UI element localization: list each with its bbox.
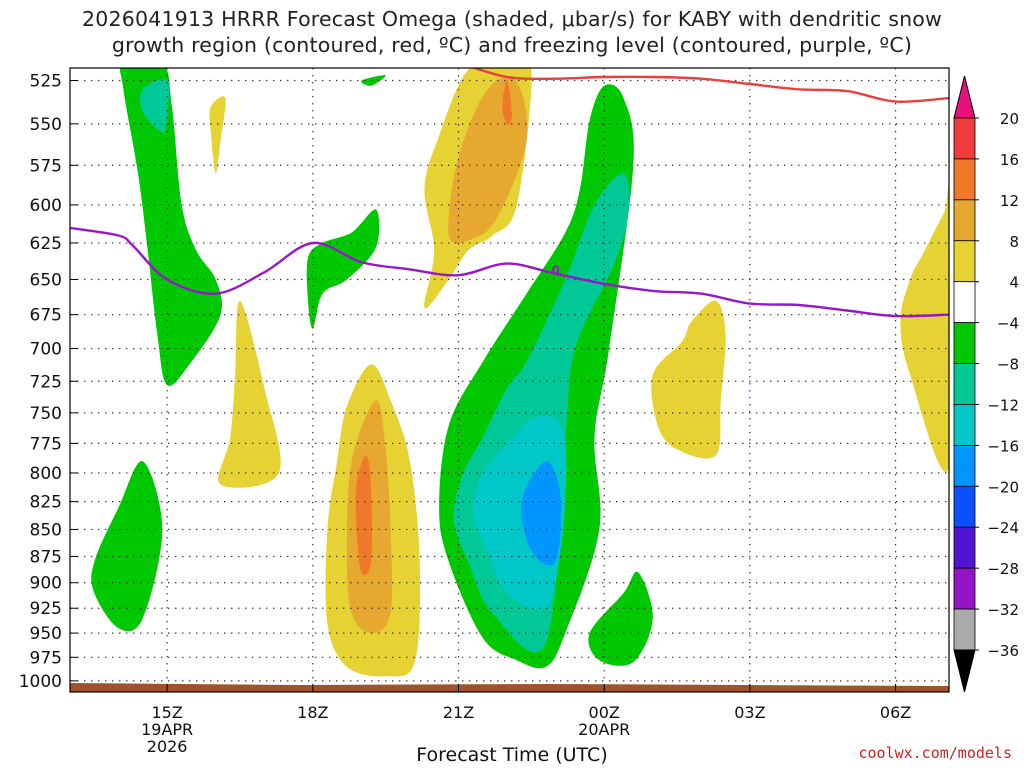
y-tick-label-725: 725 xyxy=(30,372,62,392)
y-tick-label-925: 925 xyxy=(30,599,62,619)
x-tick-date-15Z: 19APR xyxy=(141,720,193,739)
omega-region-4 xyxy=(306,209,380,329)
chart-title-line-1: 2026041913 HRRR Forecast Omega (shaded, … xyxy=(82,7,942,31)
colorbar-label-0: 20 xyxy=(1000,110,1019,128)
y-tick-label-675: 675 xyxy=(30,306,62,326)
plot-frame xyxy=(69,67,950,693)
x-tick-label-03Z: 03Z xyxy=(734,703,765,722)
y-tick-label-625: 625 xyxy=(30,234,62,254)
colorbar-bin-1 xyxy=(953,158,976,201)
y-tick-label-900: 900 xyxy=(30,574,62,594)
x-tick-label-06Z: 06Z xyxy=(880,703,911,722)
colorbar-label-7: −12 xyxy=(987,396,1019,414)
x-tick-label-15Z: 15Z xyxy=(151,703,182,722)
y-tick-label-800: 800 xyxy=(30,464,62,484)
colorbar-bin-8 xyxy=(953,444,976,487)
colorbar-cap-bottom xyxy=(953,649,976,693)
freezing-level-label: 0 xyxy=(551,263,559,277)
colorbar-bin-7 xyxy=(953,404,976,446)
y-tick-label-875: 875 xyxy=(30,547,62,567)
omega-region-8 xyxy=(502,80,512,125)
colorbar-label-1: 16 xyxy=(1000,151,1019,169)
omega-region-5 xyxy=(360,75,386,86)
colorbar-cap-top xyxy=(953,75,976,119)
colorbar-label-3: 8 xyxy=(1009,233,1019,251)
colorbar-bin-2 xyxy=(953,199,976,242)
omega-region-1 xyxy=(140,79,170,133)
colorbar-bin-11 xyxy=(953,567,976,610)
colorbar-bin-6 xyxy=(953,363,976,405)
omega-region-18 xyxy=(900,186,949,473)
omega-region-17 xyxy=(651,300,726,459)
colorbar-label-9: −20 xyxy=(987,478,1019,496)
colorbar-bin-9 xyxy=(953,485,976,528)
colorbar-bin-5 xyxy=(953,322,976,364)
y-tick-label-575: 575 xyxy=(30,156,62,176)
dgz-contour-line xyxy=(470,68,949,103)
colorbar-label-10: −24 xyxy=(987,519,1019,537)
chart-title-line-2: growth region (contoured, red, ºC) and f… xyxy=(111,33,913,57)
y-tick-label-775: 775 xyxy=(30,434,62,454)
y-tick-label-850: 850 xyxy=(30,520,62,540)
y-tick-label-650: 650 xyxy=(30,271,62,291)
y-tick-label-600: 600 xyxy=(30,196,62,216)
omega-region-15 xyxy=(521,461,562,566)
x-tick-label-18Z: 18Z xyxy=(297,703,328,722)
colorbar-label-11: −28 xyxy=(987,560,1019,578)
x-tick-label-00Z: 00Z xyxy=(589,703,620,722)
y-tick-label-550: 550 xyxy=(30,115,62,135)
omega-region-3 xyxy=(218,300,281,488)
x-tick-label-21Z: 21Z xyxy=(443,703,474,722)
y-tick-label-1000: 1000 xyxy=(19,672,62,692)
colorbar-label-5: −4 xyxy=(997,315,1019,333)
colorbar-label-4: 4 xyxy=(1009,274,1019,292)
colorbar-bin-12 xyxy=(953,608,976,651)
colorbar-bin-0 xyxy=(953,117,976,160)
colorbar-bin-10 xyxy=(953,526,976,569)
colorbar-label-6: −8 xyxy=(997,356,1019,374)
freezing-level-line xyxy=(70,226,949,318)
omega-region-2 xyxy=(209,96,226,174)
colorbar-label-13: −36 xyxy=(987,642,1019,660)
y-tick-label-700: 700 xyxy=(30,340,62,360)
y-tick-label-975: 975 xyxy=(30,648,62,668)
y-tick-label-950: 950 xyxy=(30,624,62,644)
x-tick-date-00Z: 20APR xyxy=(578,720,630,739)
colorbar-bin-4 xyxy=(953,281,976,324)
colorbar-label-12: −32 xyxy=(987,601,1019,619)
terrain-strip xyxy=(70,683,949,692)
x-tick-year-15Z: 2026 xyxy=(147,737,188,756)
y-tick-label-525: 525 xyxy=(30,72,62,92)
omega-region-11 xyxy=(355,455,373,576)
credit-text: coolwx.com/models xyxy=(858,744,1012,762)
y-tick-label-825: 825 xyxy=(30,493,62,513)
colorbar-label-2: 12 xyxy=(1000,192,1019,210)
x-axis-label: Forecast Time (UTC) xyxy=(416,744,608,766)
omega-region-0 xyxy=(119,68,223,386)
omega-region-19 xyxy=(91,461,163,632)
colorbar-label-8: −16 xyxy=(987,437,1019,455)
y-tick-label-750: 750 xyxy=(30,404,62,424)
colorbar-bin-3 xyxy=(953,240,976,283)
